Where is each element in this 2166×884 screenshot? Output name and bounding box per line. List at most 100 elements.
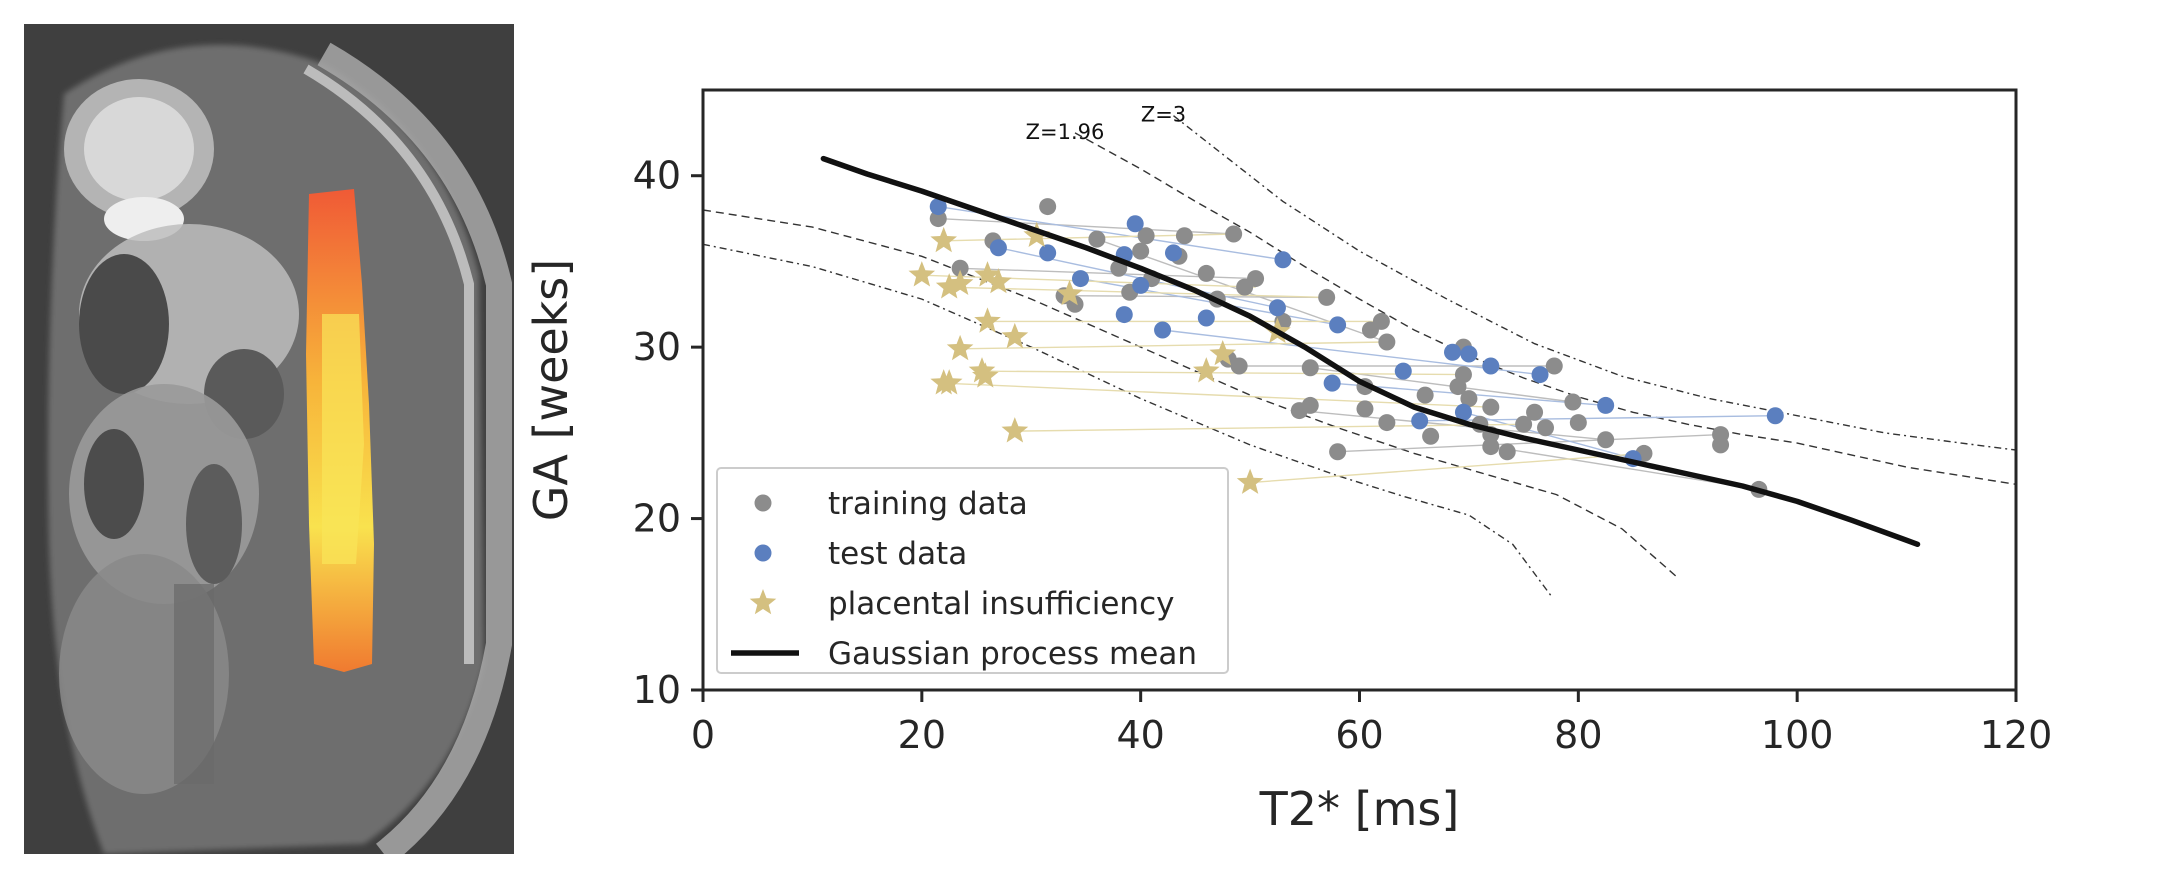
point-training-45: [1537, 419, 1555, 437]
point-training-46: [1569, 414, 1587, 432]
x-tick-label-40: 40: [1116, 713, 1164, 757]
point-placental-2: [908, 261, 936, 287]
point-test-3: [1126, 215, 1144, 233]
point-placental-6: [985, 268, 1012, 294]
point-test-2: [1039, 244, 1057, 262]
point-placental-14: [972, 362, 999, 388]
point-test-17: [1531, 366, 1549, 384]
x-axis-label: T2* [ms]: [1259, 782, 1460, 836]
x-tick-label-100: 100: [1761, 713, 1834, 757]
legend-label-test: test data: [828, 536, 967, 572]
point-test-14: [1444, 343, 1462, 361]
point-training-53: [1712, 436, 1730, 454]
point-training-5: [1175, 227, 1193, 245]
link-0-7: [1337, 433, 1721, 453]
point-placental-9: [1001, 322, 1029, 349]
point-placental-18: [1001, 417, 1029, 443]
legend: training data test data placental insuff…: [716, 467, 1229, 674]
point-test-6: [1274, 251, 1292, 269]
link-2-5: [982, 370, 1464, 376]
point-test-0: [929, 198, 947, 216]
point-placental-13: [968, 357, 996, 383]
point-test-13: [1329, 316, 1347, 334]
point-training-27: [1301, 359, 1319, 377]
point-test-1: [989, 239, 1007, 257]
point-training-34: [1526, 403, 1544, 421]
point-test-20: [1411, 412, 1429, 430]
point-training-49: [1329, 443, 1347, 461]
point-placental-8: [974, 307, 1001, 333]
mri-image-panel: [24, 24, 514, 854]
point-test-7: [1071, 270, 1089, 288]
point-placental-19: [1236, 468, 1264, 494]
point-placental-11: [1209, 340, 1236, 366]
z-labels: Z=1.96 Z=3: [1026, 103, 1187, 144]
point-training-33: [1482, 398, 1500, 416]
point-placental-3: [935, 273, 963, 299]
point-training-7: [951, 259, 969, 277]
point-training-4: [1137, 227, 1155, 245]
legend-label-placental: placental insufficiency: [828, 586, 1174, 622]
x-tick-label-0: 0: [691, 713, 715, 757]
point-test-22: [1597, 396, 1615, 414]
link-2-1: [921, 274, 1256, 288]
link-1-3: [1162, 329, 1541, 376]
x-tick-label-120: 120: [1980, 713, 2053, 757]
legend-marker-training: [754, 494, 772, 512]
x-tick-label-20: 20: [898, 713, 946, 757]
point-training-3: [1088, 230, 1106, 248]
axes: 0 20 40 60 80 100 120 10 20 30 40: [633, 154, 2053, 757]
point-placental-1: [1023, 221, 1050, 247]
point-training-38: [1301, 396, 1319, 414]
z-contour-1-upper: [1173, 115, 2017, 451]
point-test-11: [1197, 309, 1215, 327]
x-tick-label-60: 60: [1335, 713, 1383, 757]
point-training-41: [1422, 427, 1440, 445]
point-test-5: [1164, 244, 1182, 262]
point-training-22: [1372, 312, 1390, 330]
point-test-15: [1460, 345, 1478, 363]
point-training-26: [1230, 357, 1248, 375]
point-training-47: [1597, 431, 1615, 449]
z-label-0: Z=1.96: [1026, 120, 1105, 144]
point-test-24: [1766, 407, 1784, 425]
point-placental-7: [1056, 280, 1083, 306]
legend-label-gp-mean: Gaussian process mean: [828, 636, 1197, 672]
point-training-32: [1460, 390, 1478, 408]
z-label-1: Z=3: [1141, 103, 1186, 127]
scatter-chart: Z=1.96 Z=3 0 20 40 60 80 100 120 10 20 30 40 T2* [m…: [524, 88, 2053, 836]
link-0-2: [1064, 295, 1327, 299]
y-tick-label-20: 20: [633, 497, 681, 541]
point-test-9: [1115, 306, 1133, 324]
legend-box: [716, 467, 1229, 674]
point-test-21: [1454, 403, 1472, 421]
point-training-11: [1197, 264, 1215, 282]
link-1-2: [1080, 277, 1338, 326]
y-tick-label-30: 30: [633, 325, 681, 369]
point-training-19: [1318, 288, 1336, 306]
gp-mean-line: [820, 155, 1921, 548]
point-placental-4: [946, 269, 974, 295]
point-test-8: [1132, 276, 1150, 294]
point-training-50: [1482, 438, 1500, 456]
point-training-13: [1247, 270, 1265, 288]
legend-marker-test: [754, 544, 772, 562]
link-2-8: [1250, 452, 1645, 484]
point-training-23: [1378, 333, 1396, 351]
z-contour-1-lower: [702, 243, 1552, 597]
point-test-12: [1268, 299, 1286, 317]
gp-mean-curve: [820, 155, 1921, 548]
point-training-6: [1225, 225, 1243, 243]
point-training-0: [929, 210, 947, 228]
link-2-4: [960, 341, 1387, 350]
point-placental-0: [930, 226, 957, 253]
link-2-7: [1014, 423, 1524, 432]
point-training-36: [1545, 357, 1563, 375]
y-tick-label-10: 10: [633, 668, 681, 712]
point-training-51: [1498, 443, 1516, 461]
point-training-29: [1416, 386, 1434, 404]
y-axis-label: GA [weeks]: [524, 259, 578, 521]
point-training-40: [1378, 414, 1396, 432]
y-tick-label-40: 40: [633, 154, 681, 198]
point-training-39: [1356, 400, 1374, 418]
